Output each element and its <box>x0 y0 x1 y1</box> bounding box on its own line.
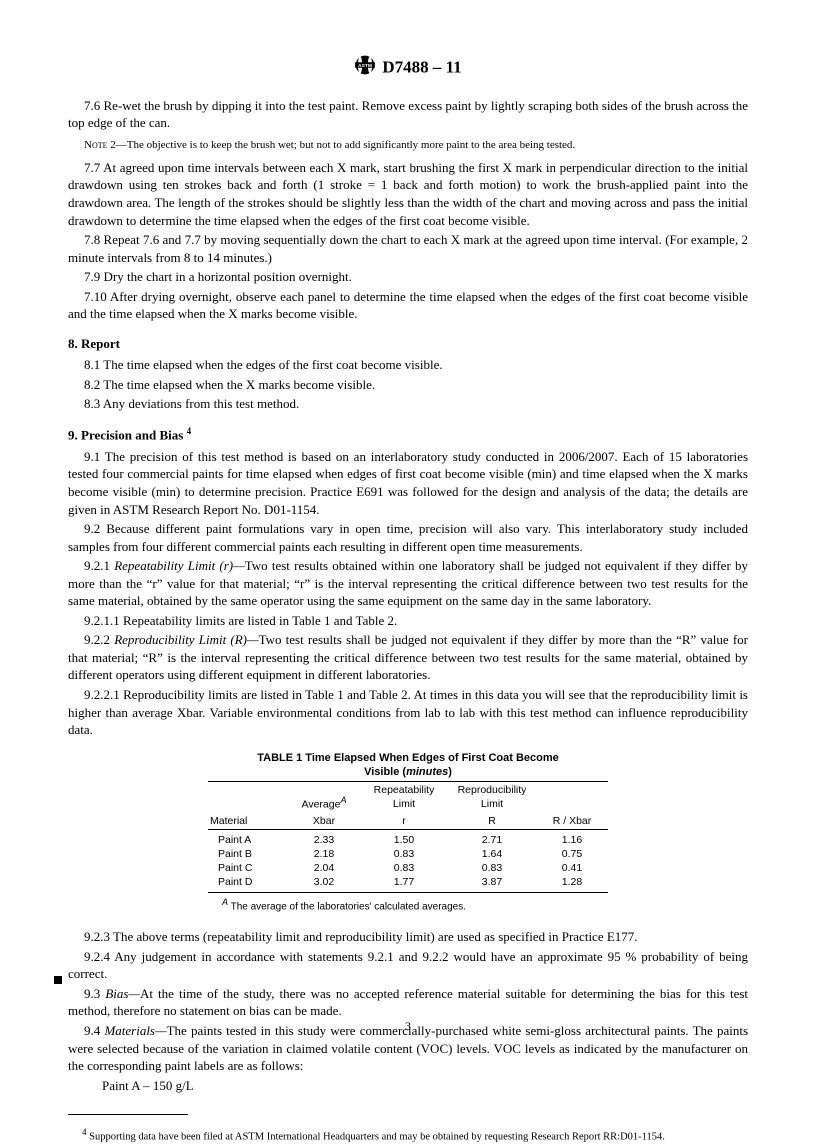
cell-r: 0.83 <box>360 847 448 861</box>
th-rep: Repeatability Limit <box>360 782 448 813</box>
para-8-2: 8.2 The time elapsed when the X marks be… <box>68 376 748 394</box>
cell-r: 1.50 <box>360 829 448 847</box>
table-row: Paint D3.021.773.871.28 <box>208 875 608 893</box>
cell-ratio: 1.28 <box>536 875 608 893</box>
cell-xbar: 2.04 <box>288 861 360 875</box>
cell-material: Paint A <box>208 829 288 847</box>
para-7-7: 7.7 At agreed upon time intervals betwee… <box>68 159 748 229</box>
para-9-2-2: 9.2.2 Reproducibility Limit (R)—Two test… <box>68 631 748 684</box>
page-header: ASTM D7488 – 11 <box>68 54 748 83</box>
p93-term: Bias— <box>105 986 140 1001</box>
note-2-text: The objective is to keep the brush wet; … <box>127 139 575 151</box>
th-rep1: Repeatability <box>374 784 435 796</box>
para-8-3: 8.3 Any deviations from this test method… <box>68 395 748 413</box>
svg-text:ASTM: ASTM <box>358 63 372 69</box>
table-1: TABLE 1 Time Elapsed When Edges of First… <box>208 751 608 915</box>
p921-num: 9.2.1 <box>84 558 114 573</box>
cell-material: Paint B <box>208 847 288 861</box>
cell-xbar: 3.02 <box>288 875 360 893</box>
th-avg: AverageA <box>288 782 360 813</box>
th-r: r <box>360 813 448 830</box>
para-7-9: 7.9 Dry the chart in a horizontal positi… <box>68 268 748 286</box>
th-xbar: Xbar <box>288 813 360 830</box>
cell-xbar: 2.33 <box>288 829 360 847</box>
th-ratio: R / Xbar <box>536 813 608 830</box>
para-9-2-4: 9.2.4 Any judgement in accordance with s… <box>68 948 748 983</box>
designation: D7488 – 11 <box>382 57 461 76</box>
p93-body: At the time of the study, there was no a… <box>68 986 748 1019</box>
table-1-grid: AverageA Repeatability Limit Reproducibil… <box>208 781 608 893</box>
t1-fn-text: The average of the laboratories' calcula… <box>228 902 466 913</box>
cell-r: 1.77 <box>360 875 448 893</box>
para-9-1: 9.1 The precision of this test method is… <box>68 448 748 518</box>
p93-num: 9.3 <box>84 986 105 1001</box>
para-9-3: 9.3 Bias—At the time of the study, there… <box>68 985 748 1020</box>
cell-R: 0.83 <box>448 861 536 875</box>
th-repro1: Reproducibility <box>458 784 527 796</box>
section-9-title: 9. Precision and Bias <box>68 427 187 442</box>
table-row: Paint C2.040.830.830.41 <box>208 861 608 875</box>
para-9-2-1-1: 9.2.1.1 Repeatability limits are listed … <box>68 612 748 630</box>
change-bar-mark <box>54 976 62 984</box>
th-avg-sup: A <box>340 795 346 805</box>
table-row: Paint B2.180.831.640.75 <box>208 847 608 861</box>
cell-ratio: 1.16 <box>536 829 608 847</box>
p922-num: 9.2.2 <box>84 632 114 647</box>
para-9-2-3: 9.2.3 The above terms (repeatability lim… <box>68 928 748 946</box>
cell-xbar: 2.18 <box>288 847 360 861</box>
cell-R: 2.71 <box>448 829 536 847</box>
table-row: Paint A2.331.502.711.16 <box>208 829 608 847</box>
note-2-label: Note 2— <box>84 139 127 151</box>
para-9-2-1: 9.2.1 Repeatability Limit (r)—Two test r… <box>68 557 748 610</box>
astm-logo: ASTM <box>354 54 376 83</box>
para-8-1: 8.1 The time elapsed when the edges of t… <box>68 356 748 374</box>
cell-R: 3.87 <box>448 875 536 893</box>
th-R: R <box>448 813 536 830</box>
section-9-head: 9. Precision and Bias 4 <box>68 425 748 444</box>
cell-R: 1.64 <box>448 847 536 861</box>
t1-title-l2c: ) <box>448 766 452 778</box>
p921-term: Repeatability Limit (r)— <box>114 558 244 573</box>
cell-r: 0.83 <box>360 861 448 875</box>
table-1-footnote: A The average of the laboratories' calcu… <box>208 896 608 914</box>
para-7-6: 7.6 Re-wet the brush by dipping it into … <box>68 97 748 132</box>
th-repro2: Limit <box>481 798 503 810</box>
p922-term: Reproducibility Limit (R)— <box>114 632 258 647</box>
section-8-head: 8. Report <box>68 335 748 353</box>
th-material: Material <box>208 813 288 830</box>
th-rep2: Limit <box>393 798 415 810</box>
t1-title-l1: TABLE 1 Time Elapsed When Edges of First… <box>257 752 559 764</box>
table-1-title: TABLE 1 Time Elapsed When Edges of First… <box>208 751 608 780</box>
th-repro: Reproducibility Limit <box>448 782 536 813</box>
note-2: Note 2—The objective is to keep the brus… <box>68 138 748 153</box>
cell-material: Paint D <box>208 875 288 893</box>
footnote-rule <box>68 1114 188 1115</box>
th-avg-text: Average <box>302 798 341 810</box>
fn-text: Supporting data have been filed at ASTM … <box>87 1131 665 1142</box>
page-number: 3 <box>0 1018 816 1034</box>
t1-title-l2b: minutes <box>406 766 448 778</box>
t1-title-l2a: Visible ( <box>364 766 406 778</box>
paint-a-line: Paint A – 150 g/L <box>68 1077 748 1095</box>
cell-material: Paint C <box>208 861 288 875</box>
para-7-8: 7.8 Repeat 7.6 and 7.7 by moving sequent… <box>68 231 748 266</box>
para-7-10: 7.10 After drying overnight, observe eac… <box>68 288 748 323</box>
cell-ratio: 0.75 <box>536 847 608 861</box>
footnote-4: 4 Supporting data have been filed at AST… <box>68 1126 748 1144</box>
cell-ratio: 0.41 <box>536 861 608 875</box>
para-9-2-2-1: 9.2.2.1 Reproducibility limits are liste… <box>68 686 748 739</box>
section-9-sup: 4 <box>187 426 192 436</box>
para-9-2: 9.2 Because different paint formulations… <box>68 520 748 555</box>
